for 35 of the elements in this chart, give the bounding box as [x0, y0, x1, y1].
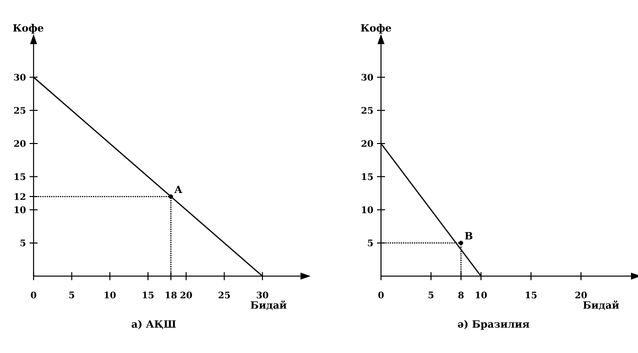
y-axis-title: Кофе	[13, 24, 44, 34]
text: а) АҚШ	[132, 320, 176, 330]
x-tick-label: 20	[575, 292, 587, 298]
x-tick-label: 15	[526, 292, 537, 298]
y-tick-label: 20	[362, 140, 374, 147]
y-tick-label: 15	[14, 173, 26, 180]
y-tick-label: 10	[14, 206, 26, 214]
annotation: A	[174, 186, 182, 194]
x-axis-title: Бидай	[583, 300, 619, 310]
x-tick-label: 30	[256, 292, 268, 298]
y-tick-label: 25	[362, 106, 373, 114]
y-tick-label: 20	[14, 140, 26, 147]
annotation: B	[465, 232, 472, 240]
x-tick-label: 15	[142, 292, 154, 298]
y-tick-label: 30	[14, 74, 26, 81]
y-axis-title: Кофе	[360, 24, 392, 34]
x-axis-title: Бидай	[250, 300, 286, 310]
x-tick-label: 0	[378, 292, 384, 298]
x-tick-label: 0	[30, 292, 36, 298]
y-tick-label: 25	[14, 106, 26, 114]
y-tick-label: 12	[14, 193, 26, 200]
x-tick-label: 25	[218, 292, 230, 298]
y-tick-label: 30	[362, 74, 374, 81]
x-tick-label: 8	[458, 292, 464, 298]
y-tick-label: 5	[368, 240, 373, 246]
y-tick-label: 5	[20, 240, 26, 246]
y-tick-label: 15	[362, 173, 373, 180]
x-tick-label: 18	[166, 292, 177, 298]
text: ә) Бразилия	[458, 320, 530, 330]
x-tick-label: 10	[104, 292, 116, 298]
x-tick-label: 10	[476, 292, 487, 298]
x-tick-label: 5	[428, 292, 434, 298]
x-tick-label: 5	[69, 292, 74, 298]
y-tick-label: 10	[362, 206, 374, 214]
x-tick-label: 20	[180, 292, 192, 298]
